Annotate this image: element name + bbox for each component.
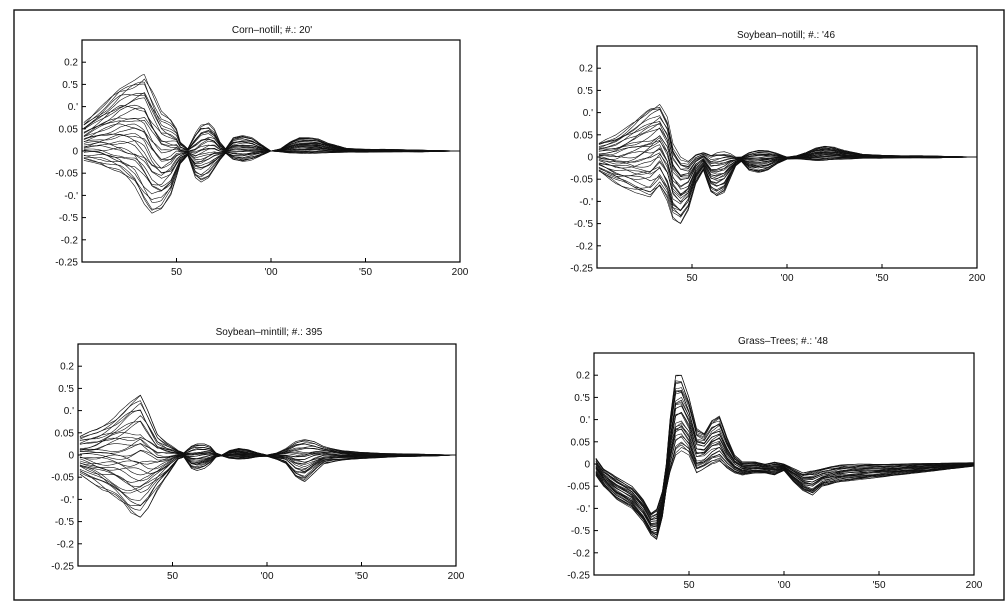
y-tick-label: -0.05 <box>55 169 78 180</box>
spectrum-trace <box>79 394 456 456</box>
y-tick-label: -0.2 <box>61 235 79 246</box>
y-tick-label: -0.2 <box>576 241 594 252</box>
x-tick-label: '50 <box>359 267 372 278</box>
y-tick-label: 0.05 <box>55 428 75 439</box>
panel-title: Soybean–notill; #.: '46 <box>737 30 836 41</box>
y-tick-label: 0 <box>584 460 590 471</box>
y-tick-label: -0.2 <box>57 539 75 550</box>
y-tick-label: -0.25 <box>570 264 593 275</box>
x-tick-label: 50 <box>686 273 698 284</box>
panel-title: Corn–notill; #.: 20' <box>232 25 312 36</box>
y-tick-label: 0.' <box>64 406 74 417</box>
panel-soybean-notill: Soybean–notill; #.: '46 0.2 0.'5 0.' 0.05 0 -… <box>570 30 986 284</box>
panel-title: Grass–Trees; #.: '48 <box>738 336 828 347</box>
x-tick-label: 50 <box>683 580 695 591</box>
y-tick-label: -0.' <box>576 504 590 515</box>
y-tick-label: -0.05 <box>567 482 590 493</box>
y-tick-label: 0 <box>587 153 593 164</box>
y-tick-label: 0.'5 <box>577 86 593 97</box>
y-tick-label: 0.2 <box>576 371 590 382</box>
x-tick-label: 200 <box>448 571 465 582</box>
y-tick-label: -0.2 <box>573 548 591 559</box>
spectrum-trace <box>595 374 974 514</box>
y-tick-label: -0.' <box>579 197 593 208</box>
x-tick-label: '50 <box>872 580 885 591</box>
x-tick-label: 50 <box>167 571 179 582</box>
panel-corn-notill: Corn–notill; #.: 20' 0.2 0.'5 0.' 0.05 0 -0.0… <box>55 25 469 278</box>
x-tick-label: '50 <box>875 273 888 284</box>
x-tick-label: '00 <box>780 273 793 284</box>
y-tick-label: -0.25 <box>567 571 590 582</box>
y-tick-label: -0.25 <box>55 258 78 269</box>
y-tick-label: 0.2 <box>60 362 74 373</box>
figure-border <box>13 9 1005 601</box>
y-tick-label: -0.05 <box>51 473 74 484</box>
y-tick-label: 0.05 <box>59 124 79 135</box>
y-tick-label: 0.2 <box>64 58 78 69</box>
y-tick-label: 0.05 <box>574 130 594 141</box>
y-tick-label: 0.05 <box>571 437 591 448</box>
y-tick-label: 0.' <box>68 102 78 113</box>
panel-soybean-mintill: Soybean–mintill; #.: 395 0.2 0.'5 0.' 0.05 0… <box>51 327 465 582</box>
y-tick-label: 0.'5 <box>62 80 78 91</box>
x-tick-label: 200 <box>969 273 986 284</box>
y-tick-label: 0.' <box>580 415 590 426</box>
y-tick-label: -0.'5 <box>574 219 594 230</box>
x-tick-label: 200 <box>452 267 469 278</box>
spectrum-trace <box>83 74 460 152</box>
panel-title: Soybean–mintill; #.: 395 <box>216 327 323 338</box>
y-tick-label: 0 <box>72 147 78 158</box>
x-tick-label: '00 <box>260 571 273 582</box>
y-tick-label: -0.' <box>60 495 74 506</box>
y-tick-label: -0.' <box>64 191 78 202</box>
x-tick-label: 50 <box>171 267 183 278</box>
x-tick-label: '00 <box>777 580 790 591</box>
y-tick-label: 0.' <box>583 108 593 119</box>
y-tick-label: 0.2 <box>579 64 593 75</box>
y-tick-label: -0.'5 <box>571 526 591 537</box>
y-tick-label: 0.'5 <box>58 384 74 395</box>
y-tick-label: -0.05 <box>570 175 593 186</box>
spectrum-trace <box>595 420 975 526</box>
x-tick-label: '50 <box>355 571 368 582</box>
y-tick-label: 0 <box>68 451 74 462</box>
y-tick-label: -0.'5 <box>55 517 75 528</box>
panel-grass-trees: Grass–Trees; #.: '48 0.2 0.'5 0.' 0.05 0 -0.0… <box>567 336 983 591</box>
y-tick-label: -0.25 <box>51 562 74 573</box>
x-tick-label: 200 <box>966 580 983 591</box>
y-tick-label: -0.'5 <box>59 213 79 224</box>
x-tick-label: '00 <box>264 267 277 278</box>
y-tick-label: 0.'5 <box>574 393 590 404</box>
spectrum-trace <box>598 104 977 162</box>
